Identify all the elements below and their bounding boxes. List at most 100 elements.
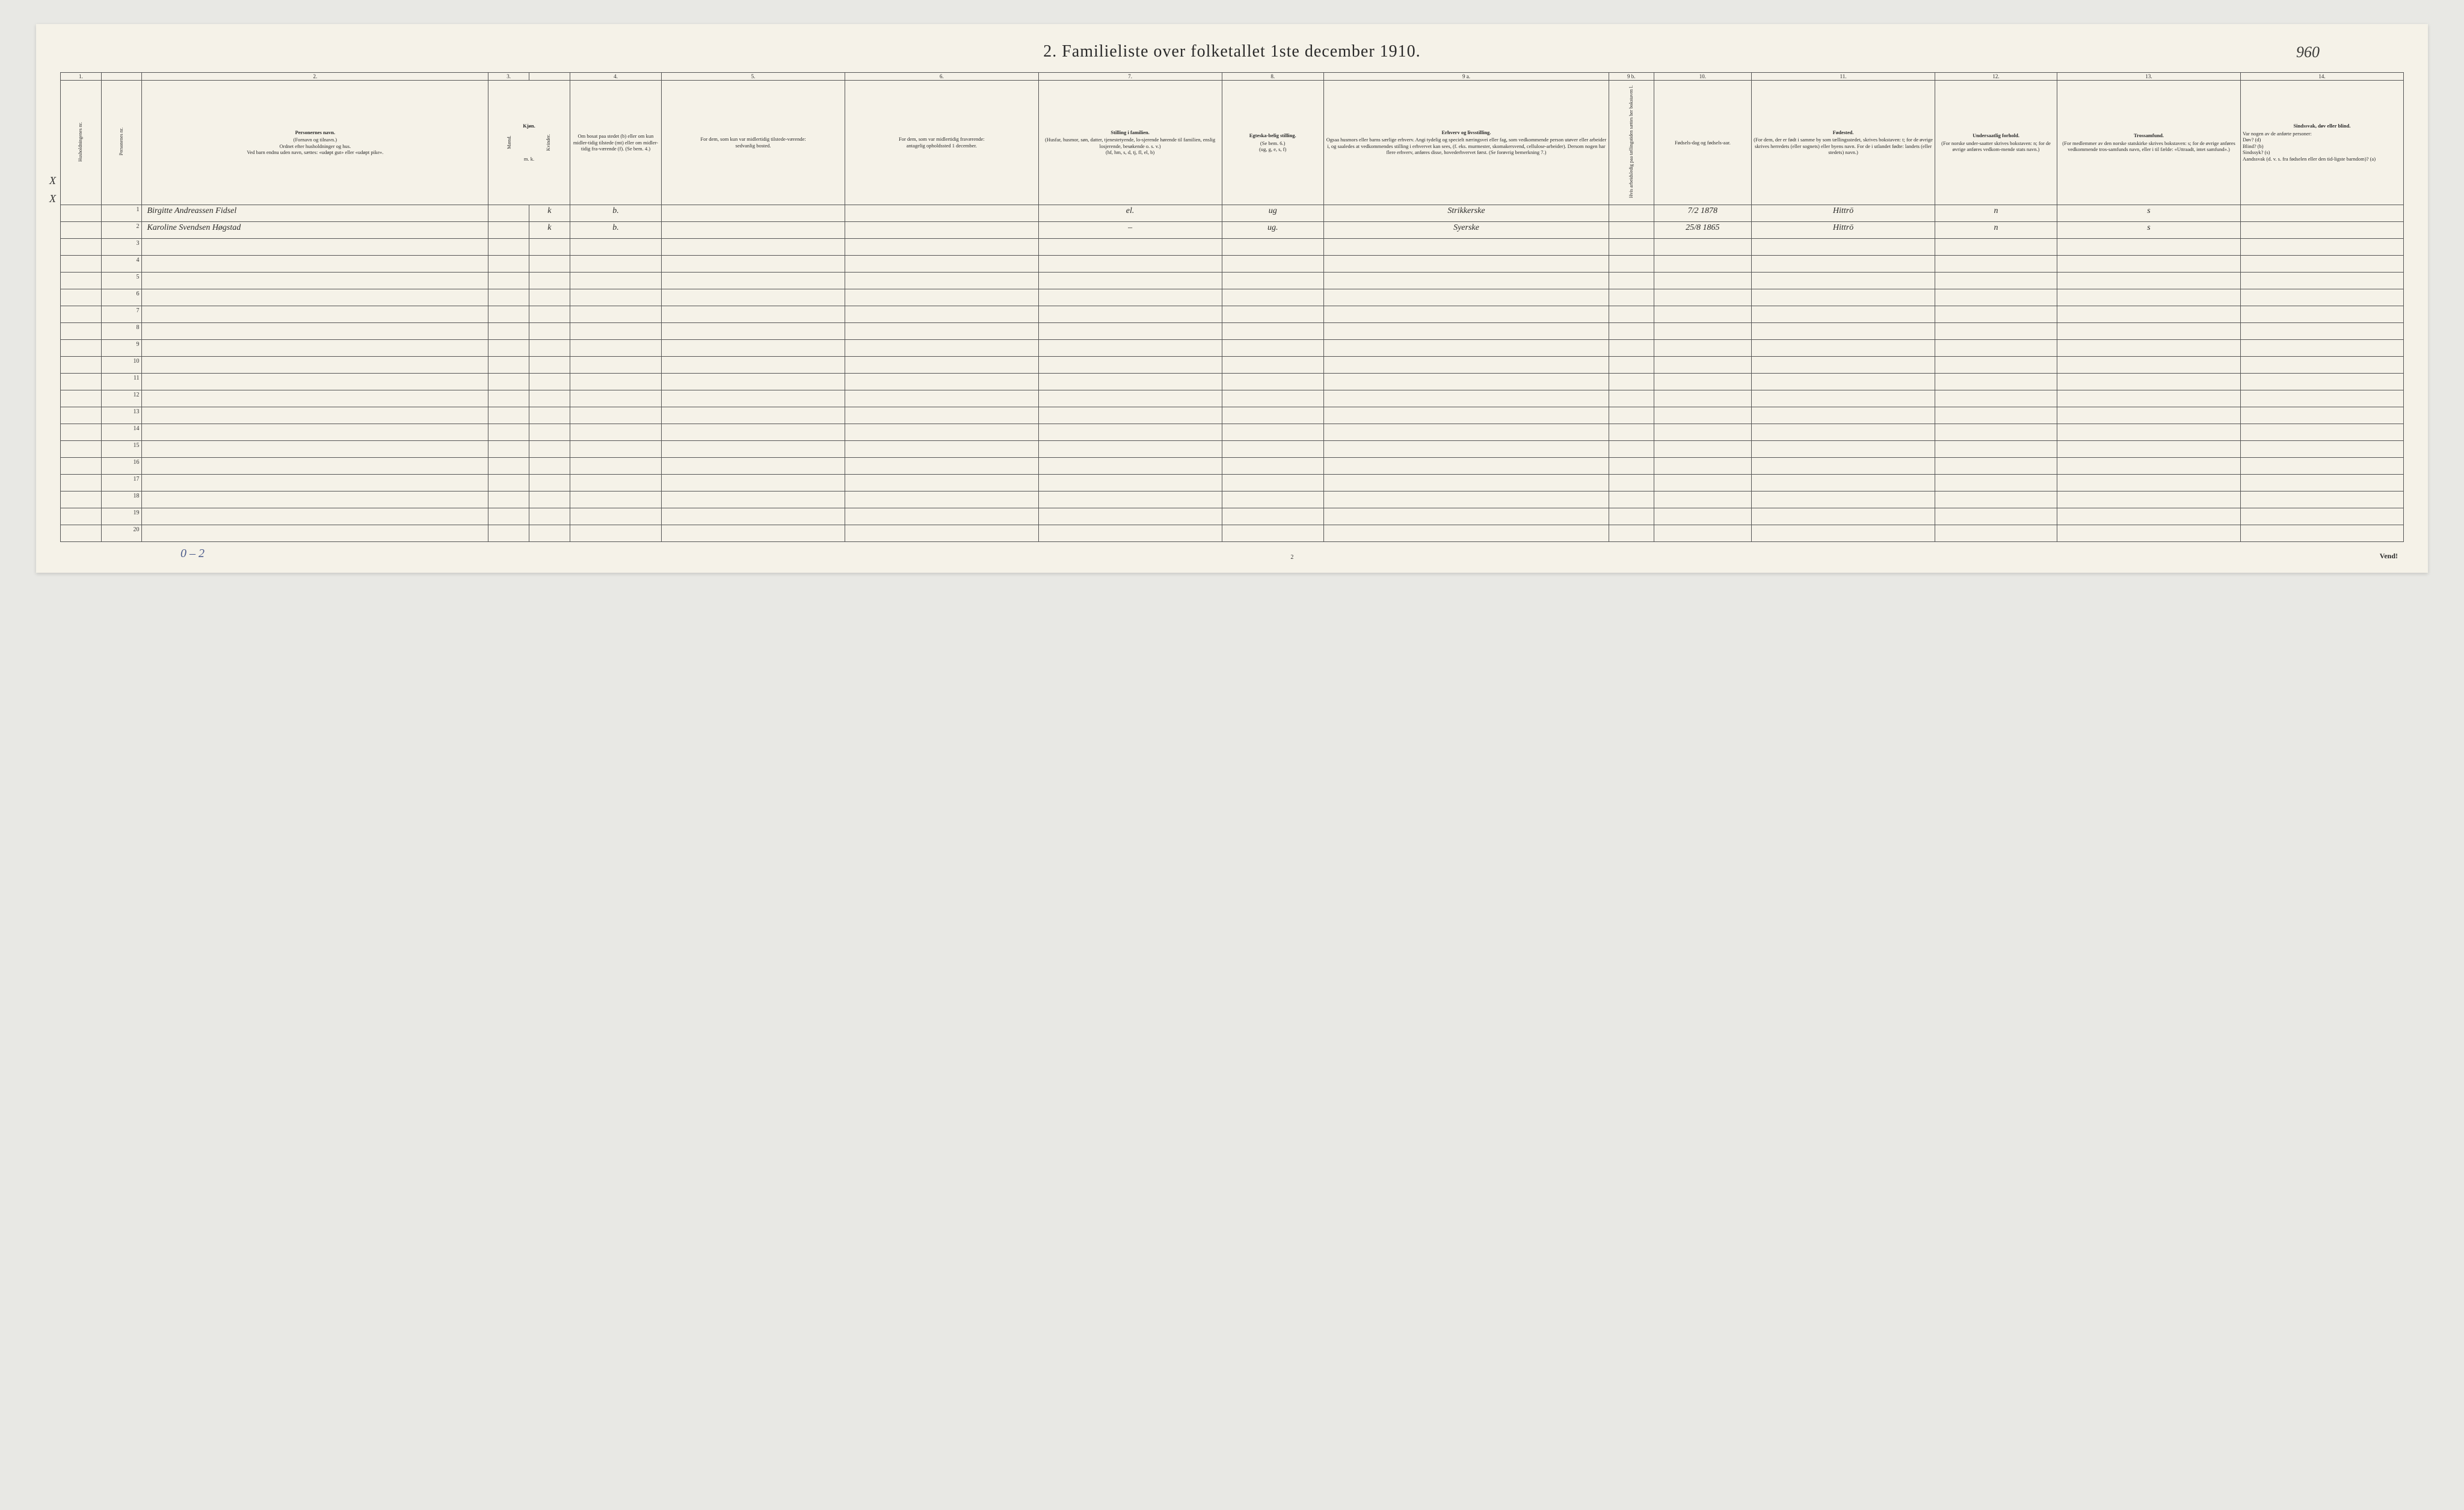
cell: [845, 508, 1038, 525]
cell: [1654, 322, 1752, 339]
cell: [2240, 238, 2403, 255]
col-residence: Om bosat paa stedet (b) eller om kun mid…: [570, 81, 661, 205]
cell: [570, 289, 661, 306]
cell: [2057, 508, 2241, 525]
col-religion: Trossamfund. (For medlemmer av den norsk…: [2057, 81, 2241, 205]
cell: 20: [101, 525, 142, 541]
cell: [1654, 407, 1752, 424]
census-table: 1.2.3.4.5.6.7.8.9 a.9 b.10.11.12.13.14. …: [60, 72, 2404, 542]
table-row: 20: [61, 525, 2404, 541]
cell: [142, 440, 488, 457]
cell: [529, 272, 570, 289]
cell: [488, 205, 529, 221]
column-number-cell: 2.: [142, 73, 488, 81]
footer-hand-annotation: 0 – 2: [60, 547, 205, 561]
cell: n: [1935, 221, 2057, 238]
cell: [61, 457, 102, 474]
footer-turn-label: Vend!: [2380, 552, 2404, 561]
cell: [142, 322, 488, 339]
cell: Syerske: [1323, 221, 1609, 238]
col-occupation: Erhverv og livsstilling. Ogsaa husmors e…: [1323, 81, 1609, 205]
cell: [1752, 255, 1935, 272]
cell: [529, 306, 570, 322]
cell: [845, 205, 1038, 221]
cell: [1935, 306, 2057, 322]
cell: [61, 424, 102, 440]
cell: [142, 373, 488, 390]
cell: [1323, 339, 1609, 356]
column-number-cell: 10.: [1654, 73, 1752, 81]
column-number-cell: 8.: [1222, 73, 1323, 81]
cell: [1038, 508, 1222, 525]
cell: [662, 339, 845, 356]
cell: [1038, 474, 1222, 491]
cell: [1323, 508, 1609, 525]
cell: [2240, 221, 2403, 238]
cell: [1752, 491, 1935, 508]
cell: [1609, 457, 1654, 474]
cell: [2057, 474, 2241, 491]
cell: [1222, 373, 1323, 390]
cell: 12: [101, 390, 142, 407]
cell: [2240, 255, 2403, 272]
cell: [2240, 339, 2403, 356]
cell: [2057, 440, 2241, 457]
cell: [488, 457, 529, 474]
cell: [2240, 474, 2403, 491]
cell: [570, 255, 661, 272]
cell: 15: [101, 440, 142, 457]
cell: [1222, 322, 1323, 339]
cell: [61, 525, 102, 541]
cell: [662, 457, 845, 474]
table-row: 10: [61, 356, 2404, 373]
cell: [570, 474, 661, 491]
cell: [529, 238, 570, 255]
table-header: 1.2.3.4.5.6.7.8.9 a.9 b.10.11.12.13.14. …: [61, 73, 2404, 205]
cell: [488, 306, 529, 322]
cell: [2057, 424, 2241, 440]
cell: [1222, 491, 1323, 508]
cell: [2057, 356, 2241, 373]
cell: [61, 289, 102, 306]
cell: 11: [101, 373, 142, 390]
cell: [142, 356, 488, 373]
col-nationality: Undersaatlig forhold. (For norske under-…: [1935, 81, 2057, 205]
cell: [570, 440, 661, 457]
cell: [1935, 272, 2057, 289]
cell: [1222, 525, 1323, 541]
cell: b.: [570, 205, 661, 221]
cell: [142, 272, 488, 289]
cell: [1323, 491, 1609, 508]
cell: [1323, 525, 1609, 541]
cell: [2057, 390, 2241, 407]
cell: [61, 407, 102, 424]
cell: [1935, 238, 2057, 255]
cell: [662, 255, 845, 272]
cell: 17: [101, 474, 142, 491]
cell: [2057, 272, 2241, 289]
cell: [488, 491, 529, 508]
cell: [529, 525, 570, 541]
cell: [2240, 424, 2403, 440]
cell: [2240, 322, 2403, 339]
cell: [142, 457, 488, 474]
cell: [1038, 525, 1222, 541]
table-row: 2Karoline Svendsen Høgstadkb.–ug.Syerske…: [61, 221, 2404, 238]
cell: [2240, 407, 2403, 424]
cell: [570, 339, 661, 356]
cell: [1222, 306, 1323, 322]
cell: [1038, 255, 1222, 272]
cell: [662, 205, 845, 221]
cell: 7: [101, 306, 142, 322]
cell: [1222, 390, 1323, 407]
table-row: 7: [61, 306, 2404, 322]
cell: [1222, 440, 1323, 457]
cell: 2: [101, 221, 142, 238]
cell: 16: [101, 457, 142, 474]
cell: [1038, 272, 1222, 289]
col-birthdate: Fødsels-dag og fødsels-aar.: [1654, 81, 1752, 205]
table-row: 13: [61, 407, 2404, 424]
cell: [529, 356, 570, 373]
cell: [662, 390, 845, 407]
cell: el.: [1038, 205, 1222, 221]
